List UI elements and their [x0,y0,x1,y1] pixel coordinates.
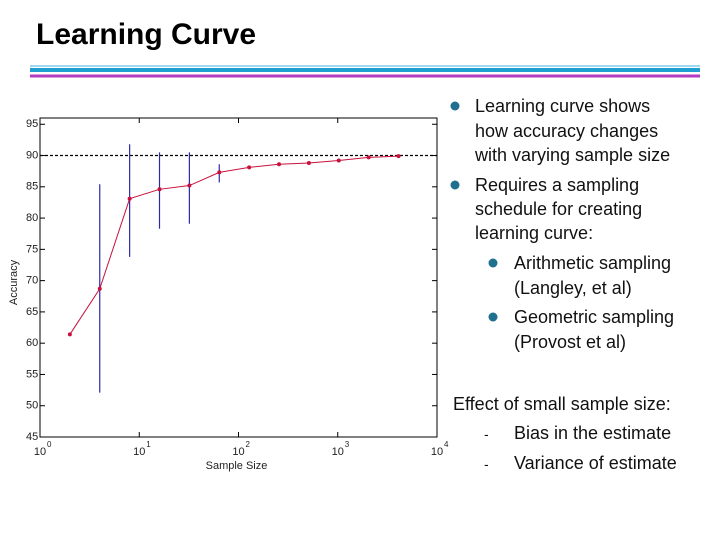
series-line [69,155,399,335]
y-tick-label: 45 [26,431,38,443]
y-tick-label: 80 [26,212,38,224]
data-point [187,183,192,188]
x-tick-exponent: 2 [246,440,251,449]
data-point [217,170,222,175]
bullet-dot [450,180,460,190]
data-point [247,165,252,170]
x-tick-exponent: 4 [444,440,449,449]
sub-bullet-text: (Provost et al) [514,332,626,352]
y-tick-label: 95 [26,118,38,130]
y-tick-label: 85 [26,181,38,193]
data-point [366,155,371,160]
y-tick-label: 70 [26,275,38,287]
x-tick-exponent: 1 [146,440,151,449]
x-tick-label: 10 [232,446,244,458]
x-tick-exponent: 3 [345,440,350,449]
sub-bullet-text: (Langley, et al) [514,278,632,298]
dash: - [484,426,489,442]
x-tick-label: 10 [133,446,145,458]
bullet-text: learning curve: [475,223,593,243]
data-point [306,161,311,166]
y-tick-label: 75 [26,243,38,255]
x-tick-exponent: 0 [47,440,52,449]
y-tick-label: 60 [26,337,38,349]
bullet-text: how accuracy changes [475,121,658,141]
sub-bullet-text: Arithmetic sampling [514,253,671,273]
x-axis-label: Sample Size [206,460,268,472]
bullet-text: with varying sample size [474,145,670,165]
data-point [396,154,401,159]
data-point [157,187,162,192]
data-point [336,158,341,163]
x-tick-label: 10 [332,446,344,458]
y-tick-label: 50 [26,400,38,412]
data-point [127,196,132,201]
data-point [67,332,72,337]
bullet-dot [488,258,498,268]
bullet-text: Requires a sampling [475,175,639,195]
y-tick-label: 55 [26,368,38,380]
sub-bullet-text: Geometric sampling [514,307,674,327]
data-point [277,162,282,167]
bullet-text: Learning curve shows [475,96,650,116]
bullet-dot [450,101,460,111]
slide-title: Learning Curve [36,18,256,51]
y-tick-label: 65 [26,306,38,318]
y-axis-label: Accuracy [8,259,20,305]
bullet-text: schedule for creating [475,199,642,219]
x-tick-label: 10 [431,446,443,458]
y-tick-label: 90 [26,149,38,161]
dash: - [484,456,489,472]
effect-heading: Effect of small sample size: [453,394,671,414]
data-point [97,286,102,291]
effect-item: Bias in the estimate [514,423,671,443]
x-tick-label: 10 [34,446,46,458]
effect-item: Variance of estimate [514,453,677,473]
bullet-dot [488,312,498,322]
